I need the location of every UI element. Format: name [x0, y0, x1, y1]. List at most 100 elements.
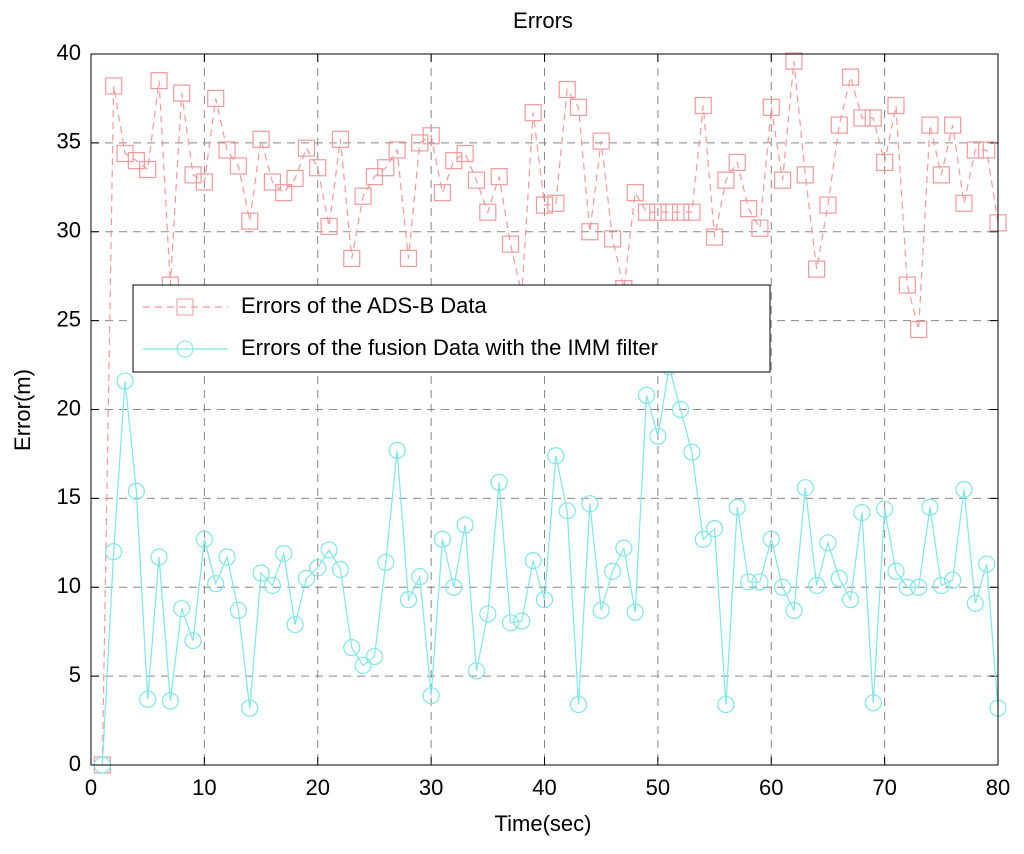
marker [524, 551, 542, 570]
marker [637, 386, 656, 404]
marker [762, 530, 780, 548]
marker [229, 157, 247, 175]
marker [286, 615, 304, 634]
marker [705, 519, 724, 538]
legend-label: Errors of the ADS-B Data [241, 293, 488, 318]
marker [626, 603, 644, 621]
marker [127, 482, 145, 500]
marker [966, 141, 984, 159]
marker [297, 569, 316, 587]
marker [127, 152, 145, 170]
marker [921, 116, 939, 134]
y-tick-label: 20 [57, 395, 81, 420]
marker [932, 576, 950, 595]
marker [229, 601, 247, 619]
marker [184, 166, 202, 184]
marker [456, 144, 474, 163]
marker [354, 187, 372, 205]
marker [331, 130, 350, 148]
legend: Errors of the ADS-B Data Errors of the fu… [132, 284, 771, 373]
marker [354, 656, 372, 675]
marker [751, 219, 769, 237]
y-tick-label: 10 [57, 573, 81, 598]
marker [626, 184, 644, 202]
marker [898, 578, 916, 596]
marker [275, 544, 293, 563]
y-tick-label: 35 [57, 129, 81, 154]
marker [309, 559, 327, 577]
marker [728, 153, 746, 172]
marker [569, 98, 588, 116]
marker [853, 109, 871, 127]
marker [807, 576, 826, 595]
marker [785, 52, 803, 70]
y-tick-label: 25 [57, 306, 81, 331]
marker [535, 196, 554, 214]
marker [105, 543, 123, 561]
x-tick-label: 60 [759, 775, 783, 800]
marker [365, 647, 384, 666]
marker [297, 139, 316, 157]
marker [490, 473, 508, 491]
marker [116, 372, 134, 390]
x-tick-label: 70 [872, 775, 896, 800]
marker [739, 200, 758, 218]
marker [796, 166, 814, 184]
marker [445, 152, 463, 170]
marker [275, 184, 293, 202]
marker [422, 687, 440, 705]
x-tick-label: 40 [532, 775, 556, 800]
marker [535, 591, 554, 609]
marker [694, 530, 712, 548]
marker [207, 575, 225, 593]
marker [343, 249, 361, 268]
marker [955, 480, 973, 499]
marker [218, 141, 236, 159]
marker [343, 639, 361, 657]
marker [842, 591, 860, 609]
legend-marker [176, 298, 194, 316]
marker [399, 591, 418, 609]
marker [637, 203, 656, 221]
marker [139, 690, 157, 708]
marker [150, 72, 168, 90]
marker [105, 77, 123, 95]
marker [830, 569, 848, 587]
marker [649, 203, 667, 221]
marker [195, 173, 213, 191]
marker [547, 194, 565, 212]
marker [445, 578, 463, 596]
marker [671, 400, 690, 419]
legend-box [132, 284, 771, 373]
marker [592, 132, 610, 150]
marker [467, 662, 486, 680]
marker [501, 235, 520, 253]
marker [411, 567, 429, 586]
marker [524, 104, 542, 122]
marker [842, 68, 860, 86]
marker [241, 699, 259, 717]
marker [739, 573, 758, 591]
marker [887, 562, 905, 580]
marker [558, 502, 576, 520]
marker [139, 160, 157, 179]
marker [966, 594, 984, 612]
marker [161, 692, 179, 710]
marker [921, 498, 939, 516]
marker [773, 171, 792, 189]
marker [252, 130, 270, 148]
marker [796, 479, 814, 497]
x-tick-label: 80 [986, 775, 1010, 800]
marker [581, 223, 599, 241]
marker [195, 530, 213, 548]
marker [547, 447, 565, 465]
marker [876, 500, 894, 518]
marker [853, 503, 871, 522]
marker [388, 441, 406, 459]
marker [263, 576, 281, 595]
x-tick-label: 10 [192, 775, 216, 800]
y-tick-label: 40 [57, 40, 81, 65]
